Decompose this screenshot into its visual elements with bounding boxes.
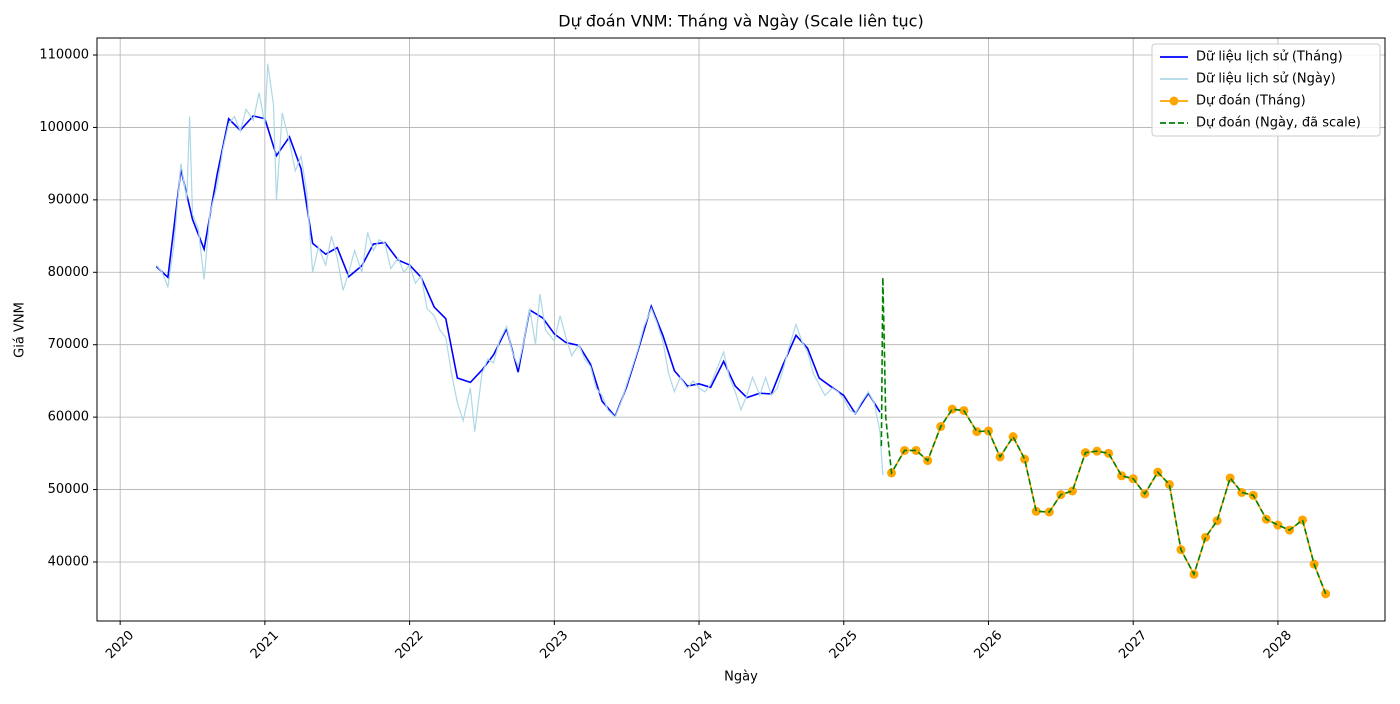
series-line: [880, 277, 1327, 595]
legend: Dữ liệu lịch sử (Tháng) Dữ liệu lịch sử (…: [1151, 43, 1381, 137]
y-tick-label: 70000: [48, 337, 89, 352]
y-tick-label: 50000: [48, 482, 89, 497]
series-line: [155, 63, 884, 476]
point-marker: [1273, 520, 1283, 530]
plot-frame: [96, 37, 1386, 622]
y-tick-label: 100000: [39, 120, 89, 135]
point-marker: [1104, 448, 1114, 458]
y-axis-label: Giá VNM: [13, 302, 28, 358]
legend-marker: [1169, 96, 1179, 106]
point-marker: [1031, 506, 1041, 516]
y-tick-label: 110000: [39, 48, 89, 63]
point-marker: [1117, 471, 1127, 481]
chart-title: Dự đoán VNM: Tháng và Ngày (Scale liên t…: [558, 12, 923, 31]
y-tick-label: 90000: [48, 192, 89, 207]
series-line: [155, 114, 881, 418]
legend-box: [1151, 43, 1381, 137]
point-marker: [1020, 454, 1030, 464]
legend-label: Dữ liệu lịch sử (Tháng): [1196, 50, 1343, 65]
y-tick-label: 40000: [48, 554, 89, 569]
point-marker: [1008, 432, 1018, 442]
y-tick-label: 60000: [48, 410, 89, 425]
legend-label: Dự đoán (Tháng): [1196, 94, 1306, 109]
y-tick-label: 80000: [48, 265, 89, 280]
legend-label: Dự đoán (Ngày, đã scale): [1196, 116, 1361, 131]
x-axis-label: Ngày: [724, 670, 758, 685]
legend-label: Dữ liệu lịch sử (Ngày): [1196, 72, 1336, 87]
point-marker: [1067, 486, 1077, 496]
